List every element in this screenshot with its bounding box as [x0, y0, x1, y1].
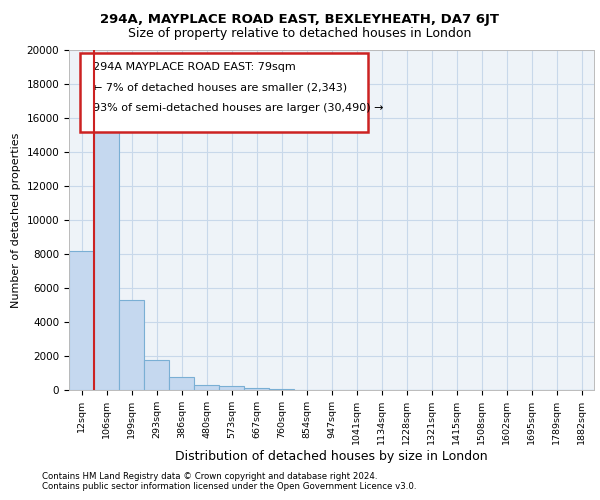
- X-axis label: Distribution of detached houses by size in London: Distribution of detached houses by size …: [175, 450, 488, 462]
- Bar: [194, 385, 219, 390]
- Bar: [169, 377, 194, 390]
- FancyBboxPatch shape: [79, 54, 368, 132]
- Bar: [219, 386, 244, 390]
- Text: Contains HM Land Registry data © Crown copyright and database right 2024.: Contains HM Land Registry data © Crown c…: [42, 472, 377, 481]
- Bar: [244, 388, 269, 390]
- Text: Size of property relative to detached houses in London: Size of property relative to detached ho…: [128, 28, 472, 40]
- Bar: [94, 108, 119, 390]
- Y-axis label: Number of detached properties: Number of detached properties: [11, 132, 21, 308]
- Text: Contains public sector information licensed under the Open Government Licence v3: Contains public sector information licen…: [42, 482, 416, 491]
- Bar: [144, 360, 169, 390]
- Bar: [119, 300, 144, 390]
- Text: 93% of semi-detached houses are larger (30,490) →: 93% of semi-detached houses are larger (…: [92, 102, 383, 113]
- Text: 294A MAYPLACE ROAD EAST: 79sqm: 294A MAYPLACE ROAD EAST: 79sqm: [92, 62, 295, 72]
- Text: 294A, MAYPLACE ROAD EAST, BEXLEYHEATH, DA7 6JT: 294A, MAYPLACE ROAD EAST, BEXLEYHEATH, D…: [101, 12, 499, 26]
- Bar: [69, 250, 94, 390]
- Bar: [269, 389, 294, 390]
- Text: ← 7% of detached houses are smaller (2,343): ← 7% of detached houses are smaller (2,3…: [92, 82, 347, 92]
